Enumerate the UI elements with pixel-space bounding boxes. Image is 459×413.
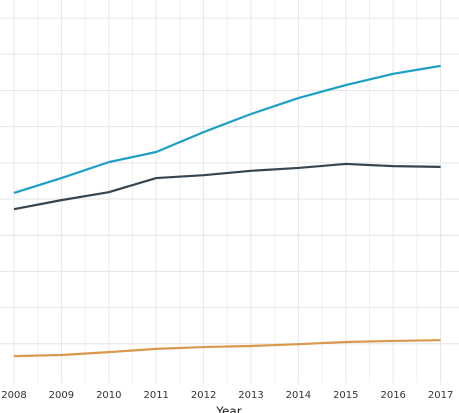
line-series — [13, 339, 441, 358]
x-tick-label: 2015 — [333, 390, 358, 401]
x-tick-label: 2011 — [143, 390, 168, 401]
x-tick-label: 2014 — [286, 390, 311, 401]
line-series — [13, 64, 441, 194]
x-tick-label: 2008 — [1, 390, 26, 401]
x-tick-label: 2009 — [49, 390, 74, 401]
x-tick-label: 2013 — [238, 390, 263, 401]
x-tick-label: 2012 — [191, 390, 216, 401]
line-series — [13, 162, 441, 211]
x-axis-title: Year — [215, 405, 241, 413]
x-tick-label: 2016 — [380, 390, 405, 401]
x-tick-label: 2017 — [428, 390, 453, 401]
x-tick-label: 2010 — [96, 390, 121, 401]
